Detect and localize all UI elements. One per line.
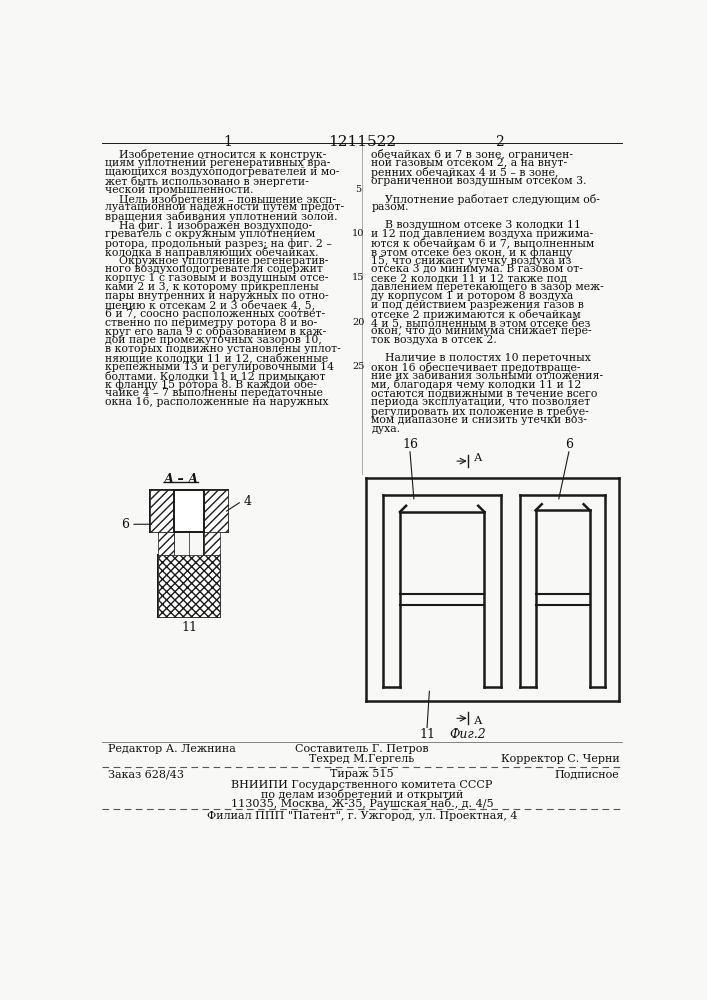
Text: луатационной надежности путем предот-: луатационной надежности путем предот- [105, 202, 344, 212]
Text: пары внутренних и наружных по отно-: пары внутренних и наружных по отно- [105, 291, 329, 301]
Text: 25: 25 [352, 362, 364, 371]
Text: Фиг.2: Фиг.2 [450, 728, 486, 741]
Text: ми, благодаря чему колодки 11 и 12: ми, благодаря чему колодки 11 и 12 [371, 379, 582, 390]
Text: На фиг. 1 изображен воздухподо-: На фиг. 1 изображен воздухподо- [105, 220, 312, 231]
Text: чайке 4 – 7 выполнены передаточные: чайке 4 – 7 выполнены передаточные [105, 388, 323, 398]
Text: 16: 16 [402, 438, 418, 451]
Text: 11: 11 [181, 621, 197, 634]
Text: Подписное: Подписное [554, 769, 619, 779]
Text: ренних обечайках 4 и 5 – в зоне,: ренних обечайках 4 и 5 – в зоне, [371, 167, 559, 178]
Text: Изобретение относится к конструк-: Изобретение относится к конструк- [105, 149, 327, 160]
Text: Уплотнение работает следующим об-: Уплотнение работает следующим об- [371, 194, 600, 205]
Text: Наличие в полостях 10 переточных: Наличие в полостях 10 переточных [371, 353, 591, 363]
Bar [158, 555, 220, 617]
Text: колодка в направляющих обечайках.: колодка в направляющих обечайках. [105, 247, 319, 258]
Text: по делам изобретений и открытий: по делам изобретений и открытий [261, 789, 463, 800]
Text: А: А [474, 716, 483, 726]
Text: ограниченной воздушным отсеком 3.: ограниченной воздушным отсеком 3. [371, 176, 587, 186]
Text: 1: 1 [223, 135, 233, 149]
Text: 4 и 5, выполненным в этом отсеке без: 4 и 5, выполненным в этом отсеке без [371, 318, 590, 328]
Text: обечайках 6 и 7 в зоне, ограничен-: обечайках 6 и 7 в зоне, ограничен- [371, 149, 573, 160]
Text: духа.: духа. [371, 424, 400, 434]
Text: ками 2 и 3, к которому прикреплены: ками 2 и 3, к которому прикреплены [105, 282, 319, 292]
Text: ной газовым отсеком 2, а на внут-: ной газовым отсеком 2, а на внут- [371, 158, 568, 168]
Text: В воздушном отсеке 3 колодки 11: В воздушном отсеке 3 колодки 11 [371, 220, 581, 230]
Text: Филиал ППП "Патент", г. Ужгород, ул. Проектная, 4: Филиал ППП "Патент", г. Ужгород, ул. Про… [206, 811, 518, 821]
Text: ВНИИПИ Государственного комитета СССР: ВНИИПИ Государственного комитета СССР [231, 780, 493, 790]
Text: 6: 6 [122, 518, 129, 531]
Text: греватель с окружным уплотнением: греватель с окружным уплотнением [105, 229, 315, 239]
Text: мом диапазоне и снизить утечки воз-: мом диапазоне и снизить утечки воз- [371, 415, 587, 425]
Text: регулировать их положение в требуе-: регулировать их положение в требуе- [371, 406, 589, 417]
Text: давлением перетекающего в зазор меж-: давлением перетекающего в зазор меж- [371, 282, 604, 292]
Bar [151, 490, 175, 532]
Text: Редактор А. Лежнина: Редактор А. Лежнина [107, 744, 235, 754]
Text: 6 и 7, соосно расположенных соответ-: 6 и 7, соосно расположенных соответ- [105, 309, 325, 319]
Text: 2: 2 [495, 135, 503, 149]
Text: к фланцу 15 ротора 8. В каждой обе-: к фланцу 15 ротора 8. В каждой обе- [105, 379, 317, 390]
Text: ние их забивания зольными отложения-: ние их забивания зольными отложения- [371, 371, 603, 381]
Text: окон 16 обеспечивает предотвраще-: окон 16 обеспечивает предотвраще- [371, 362, 580, 373]
Text: ются к обечайкам 6 и 7, выполненным: ются к обечайкам 6 и 7, выполненным [371, 238, 595, 249]
Text: Техред М.Гергель: Техред М.Гергель [310, 754, 414, 764]
Bar [204, 490, 228, 532]
Text: и 12 под давлением воздуха прижима-: и 12 под давлением воздуха прижима- [371, 229, 593, 239]
Text: шению к отсекам 2 и 3 обечаек 4, 5,: шению к отсекам 2 и 3 обечаек 4, 5, [105, 300, 315, 311]
Text: Цель изобретения – повышение эксп-: Цель изобретения – повышение эксп- [105, 194, 337, 205]
Bar [158, 532, 175, 555]
Text: 10: 10 [352, 229, 364, 238]
Text: 15: 15 [352, 273, 364, 282]
Text: щающихся воздухоподогревателей и мо-: щающихся воздухоподогревателей и мо- [105, 167, 340, 177]
Text: Окружное уплотнение регенератив-: Окружное уплотнение регенератив- [105, 256, 329, 266]
Text: секе 2 колодки 11 и 12 также под: секе 2 колодки 11 и 12 также под [371, 273, 568, 283]
Bar [175, 490, 204, 532]
Text: в которых подвижно установлены уплот-: в которых подвижно установлены уплот- [105, 344, 341, 354]
Text: А – А: А – А [164, 473, 199, 486]
Text: 15, что снижает утечку воздуха из: 15, что снижает утечку воздуха из [371, 256, 572, 266]
Text: корпус 1 с газовым и воздушным отсе-: корпус 1 с газовым и воздушным отсе- [105, 273, 329, 283]
Text: ного воздухоподогревателя содержит: ного воздухоподогревателя содержит [105, 264, 323, 274]
Text: ственно по периметру ротора 8 и во-: ственно по периметру ротора 8 и во- [105, 318, 317, 328]
Text: в этом отсеке без окон, и к фланцу: в этом отсеке без окон, и к фланцу [371, 247, 573, 258]
Text: окна 16, расположенные на наружных: окна 16, расположенные на наружных [105, 397, 329, 407]
Text: 4: 4 [243, 495, 252, 508]
Text: циям уплотнений регенеративных вра-: циям уплотнений регенеративных вра- [105, 158, 331, 168]
Text: 1211522: 1211522 [328, 135, 396, 149]
Text: разом.: разом. [371, 202, 409, 212]
Text: ротора, продольный разрез; на фиг. 2 –: ротора, продольный разрез; на фиг. 2 – [105, 238, 332, 249]
Text: дой паре промежуточных зазоров 10,: дой паре промежуточных зазоров 10, [105, 335, 322, 345]
Text: няющие колодки 11 и 12, снабженные: няющие колодки 11 и 12, снабженные [105, 353, 329, 364]
Text: 5: 5 [355, 185, 361, 194]
Text: отсеке 2 прижимаются к обечайкам: отсеке 2 прижимаются к обечайкам [371, 309, 581, 320]
Text: ческой промышленности.: ческой промышленности. [105, 185, 254, 195]
Text: 113035, Москва, Ж-35, Раушская наб., д. 4/5: 113035, Москва, Ж-35, Раушская наб., д. … [230, 798, 493, 809]
Text: Составитель Г. Петров: Составитель Г. Петров [295, 744, 428, 754]
Text: вращения забивания уплотнений золой.: вращения забивания уплотнений золой. [105, 211, 338, 222]
Text: болтами. Колодки 11 и 12 примыкают: болтами. Колодки 11 и 12 примыкают [105, 371, 326, 382]
Text: отсека 3 до минимума. В газовом от-: отсека 3 до минимума. В газовом от- [371, 264, 583, 274]
Text: 6: 6 [565, 438, 573, 451]
Text: остаются подвижными в течение всего: остаются подвижными в течение всего [371, 388, 597, 398]
Text: Заказ 628/43: Заказ 628/43 [107, 769, 184, 779]
Text: ток воздуха в отсек 2.: ток воздуха в отсек 2. [371, 335, 497, 345]
Text: крепежными 13 и регулировочными 14: крепежными 13 и регулировочными 14 [105, 362, 334, 372]
Text: периода эксплуатации, что позволяет: периода эксплуатации, что позволяет [371, 397, 590, 407]
Text: Тираж 515: Тираж 515 [330, 769, 394, 779]
Text: жет быть использовано в энергети-: жет быть использовано в энергети- [105, 176, 309, 187]
Text: и под действием разрежения газов в: и под действием разрежения газов в [371, 300, 584, 310]
Text: окон, что до минимума снижает пере-: окон, что до минимума снижает пере- [371, 326, 592, 336]
Bar [204, 532, 220, 555]
Text: 20: 20 [352, 318, 364, 327]
Text: круг его вала 9 с образованием в каж-: круг его вала 9 с образованием в каж- [105, 326, 327, 337]
Text: А: А [474, 453, 483, 463]
Text: ду корпусом 1 и ротором 8 воздуха: ду корпусом 1 и ротором 8 воздуха [371, 291, 573, 301]
Text: 11: 11 [419, 728, 435, 741]
Text: Корректор С. Черни: Корректор С. Черни [501, 754, 619, 764]
